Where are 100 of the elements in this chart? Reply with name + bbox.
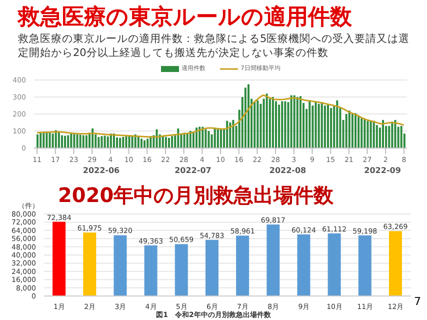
bar bbox=[40, 132, 42, 148]
bar bbox=[119, 138, 122, 148]
bar bbox=[293, 95, 296, 148]
bar bbox=[125, 136, 128, 148]
bar bbox=[205, 240, 218, 296]
bar bbox=[324, 106, 326, 148]
bar bbox=[364, 119, 366, 148]
bar bbox=[358, 116, 360, 148]
bar bbox=[290, 95, 292, 148]
bar bbox=[244, 88, 246, 148]
bar bbox=[388, 231, 402, 296]
bar bbox=[54, 130, 57, 148]
bar bbox=[358, 235, 372, 296]
bar bbox=[83, 232, 96, 296]
text: 2022-09 bbox=[363, 166, 402, 175]
bar bbox=[272, 97, 274, 148]
bar bbox=[204, 129, 207, 148]
bar bbox=[104, 136, 106, 148]
bar bbox=[278, 104, 280, 148]
bar bbox=[177, 128, 180, 148]
bar bbox=[284, 101, 286, 148]
text: 2022-08 bbox=[268, 166, 308, 175]
bar bbox=[98, 136, 100, 148]
bar bbox=[370, 120, 372, 148]
bar bbox=[229, 122, 232, 148]
bar bbox=[360, 118, 363, 148]
bar bbox=[70, 134, 72, 148]
bar bbox=[314, 102, 317, 148]
bar bbox=[106, 136, 109, 148]
bar bbox=[131, 136, 134, 148]
bar bbox=[92, 128, 94, 148]
bar bbox=[82, 135, 84, 148]
bar bbox=[382, 120, 384, 148]
bar bbox=[140, 138, 142, 148]
bar bbox=[174, 244, 188, 296]
bar bbox=[67, 135, 70, 148]
bar bbox=[220, 128, 222, 148]
line-series bbox=[36, 94, 405, 138]
bar bbox=[232, 120, 234, 148]
bar bbox=[144, 245, 158, 296]
bar bbox=[144, 140, 146, 148]
bar bbox=[266, 224, 280, 296]
bar bbox=[42, 133, 45, 148]
bar bbox=[254, 102, 256, 148]
bar bbox=[308, 100, 311, 148]
bar bbox=[168, 138, 170, 148]
chart-title: 救急医療の東京ルールの適用件数 bbox=[18, 4, 352, 32]
bar bbox=[214, 128, 216, 148]
bar bbox=[372, 120, 375, 148]
bar bbox=[336, 100, 338, 148]
bar bbox=[114, 235, 127, 296]
bar bbox=[85, 135, 88, 148]
bar bbox=[236, 236, 250, 296]
bar bbox=[281, 101, 284, 148]
bar bbox=[326, 104, 329, 148]
bar bbox=[64, 136, 66, 148]
bar bbox=[266, 94, 268, 148]
bar bbox=[351, 114, 354, 148]
bar bbox=[186, 134, 188, 148]
bar bbox=[208, 131, 210, 148]
bar bbox=[354, 113, 356, 148]
bar bbox=[164, 136, 167, 148]
bar bbox=[299, 96, 302, 148]
bar bbox=[100, 136, 103, 148]
bar bbox=[320, 102, 323, 148]
bar bbox=[275, 101, 278, 148]
bar bbox=[297, 234, 310, 296]
bar bbox=[348, 110, 350, 148]
bar bbox=[146, 138, 149, 148]
bar bbox=[79, 134, 82, 148]
bar bbox=[388, 126, 390, 148]
bar bbox=[137, 136, 140, 148]
bar bbox=[318, 104, 320, 148]
bar bbox=[345, 114, 348, 148]
bar bbox=[116, 137, 118, 148]
bar bbox=[52, 222, 66, 296]
bar bbox=[192, 132, 194, 148]
bar bbox=[73, 134, 76, 148]
bar bbox=[366, 120, 369, 148]
bar bbox=[60, 135, 63, 148]
bar bbox=[48, 132, 51, 148]
bar bbox=[330, 108, 332, 148]
bar bbox=[216, 128, 219, 148]
bar bbox=[36, 134, 39, 148]
bar bbox=[400, 126, 402, 148]
chart-subtitle: 救急医療の東京ルールの適用件数：救急隊による5医療機関への受入要請又は選定開始から20分以上経過しても搬送先が決定しない事案の件数 bbox=[18, 32, 411, 60]
text: 2022-07 bbox=[174, 166, 212, 175]
bar bbox=[171, 136, 174, 148]
text: 7 bbox=[414, 295, 421, 308]
text: 2022-06 bbox=[82, 166, 121, 175]
bar bbox=[46, 132, 48, 148]
bar bbox=[247, 84, 250, 148]
bar bbox=[58, 131, 60, 148]
bar bbox=[328, 233, 341, 296]
bar bbox=[376, 125, 378, 148]
bar bbox=[76, 134, 78, 148]
bar bbox=[196, 128, 198, 148]
chart-title: 2020年中の月別救急出場件数 bbox=[58, 182, 334, 209]
bar bbox=[122, 136, 124, 148]
bar bbox=[256, 100, 259, 148]
